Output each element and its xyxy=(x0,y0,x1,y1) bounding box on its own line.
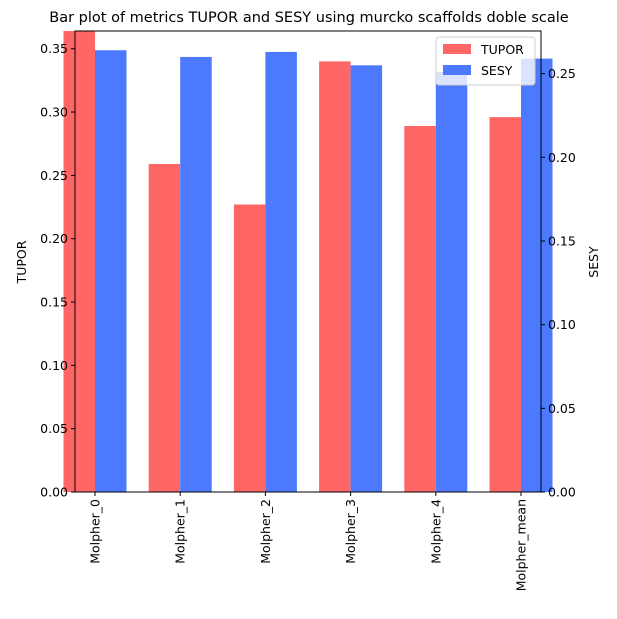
y-left-tick-label: 0.20 xyxy=(40,231,68,246)
x-tick-label: Molpher_4 xyxy=(428,499,443,564)
x-tick-label: Molpher_0 xyxy=(88,499,103,564)
legend-label-sesy: SESY xyxy=(481,63,513,78)
bar-sesy-5 xyxy=(521,58,553,492)
y-left-tick-label: 0.15 xyxy=(40,295,68,310)
x-tick-label: Molpher_2 xyxy=(258,499,273,564)
y-right-tick-label: 0.20 xyxy=(548,150,576,165)
bar-sesy-4 xyxy=(435,71,468,492)
bar-sesy-2 xyxy=(265,51,297,493)
y-left-tick-label: 0.25 xyxy=(40,168,68,183)
x-tick-label: Molpher_mean xyxy=(514,499,529,591)
legend-label-tupor: TUPOR xyxy=(480,42,524,57)
x-tick-label: Molpher_3 xyxy=(343,499,358,564)
y-left-tick-label: 0.30 xyxy=(40,105,68,120)
y-right-tick-label: 0.25 xyxy=(548,66,576,81)
y-left-tick-label: 0.05 xyxy=(40,421,68,436)
bar-tupor-2 xyxy=(233,204,266,492)
chart-title: Bar plot of metrics TUPOR and SESY using… xyxy=(49,10,568,26)
y-left-tick-label: 0.00 xyxy=(40,485,68,500)
y-right-tick-label: 0.00 xyxy=(548,485,576,500)
bar-sesy-1 xyxy=(180,56,212,493)
legend: TUPOR SESY xyxy=(435,36,536,86)
bar-tupor-3 xyxy=(319,61,351,493)
y-left-tick-label: 0.10 xyxy=(40,358,68,373)
y-right-tick-label: 0.05 xyxy=(548,401,576,416)
bar-tupor-5 xyxy=(489,117,521,492)
y-right-tick-label: 0.15 xyxy=(548,234,576,249)
y-axis-right-label: SESY xyxy=(586,246,601,278)
bar-tupor-1 xyxy=(148,163,181,492)
bar-tupor-4 xyxy=(404,125,436,492)
bar-sesy-3 xyxy=(350,65,383,492)
bar-tupor-0 xyxy=(63,31,95,492)
bar-sesy-0 xyxy=(95,50,127,492)
legend-swatch-tupor xyxy=(443,44,471,54)
y-left-tick-label: 0.35 xyxy=(40,41,68,56)
legend-swatch-sesy xyxy=(443,65,471,75)
plot-frame xyxy=(74,30,542,493)
y-right-tick-label: 0.10 xyxy=(548,317,576,332)
y-axis-left-label: TUPOR xyxy=(14,240,29,284)
x-tick-label: Molpher_1 xyxy=(173,499,188,564)
